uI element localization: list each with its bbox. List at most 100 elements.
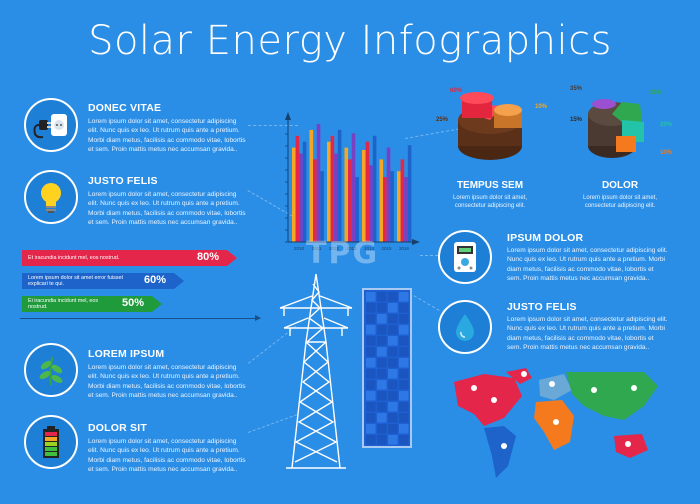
section-title: IPSUM DOLOR <box>507 232 584 244</box>
solar-cell <box>366 347 376 357</box>
solar-cell <box>388 314 398 324</box>
pie-label: 60% <box>450 88 463 94</box>
section-body: Lorem ipsum dolor sit amet, consectetur … <box>507 247 668 283</box>
solar-cell <box>377 347 387 357</box>
solar-cell <box>388 303 398 313</box>
solar-cell <box>377 336 387 346</box>
world-map <box>454 368 658 478</box>
solar-cell <box>388 380 398 390</box>
solar-cell <box>399 347 409 357</box>
solar-cell <box>388 402 398 412</box>
bar <box>327 141 331 242</box>
pie-label: 10% <box>535 104 548 110</box>
solar-cell <box>377 325 387 335</box>
solar-cell <box>377 369 387 379</box>
pie-chart-dolor <box>588 99 644 158</box>
solar-cell <box>399 435 409 445</box>
progress-bar: Lorem ipsum dolor sit amet error fuisset… <box>22 273 184 289</box>
x-tick-label: 2013 <box>346 246 357 251</box>
lightbulb-icon <box>24 170 78 224</box>
pie-label: 10% <box>660 150 673 156</box>
pie-label: 25% <box>436 117 449 123</box>
x-tick-label: 2016 <box>399 246 410 251</box>
solar-cell <box>366 391 376 401</box>
bar <box>355 177 359 242</box>
solar-cell <box>377 303 387 313</box>
solar-cell <box>366 303 376 313</box>
leaf-icon <box>24 343 78 397</box>
solar-cell <box>377 413 387 423</box>
solar-cell <box>399 413 409 423</box>
map-africa <box>534 400 574 450</box>
solar-cell <box>366 369 376 379</box>
solar-cell <box>366 292 376 302</box>
section-body: Lorem ipsum dolor sit amet, consectetur … <box>507 316 668 352</box>
section-body: Lorem ipsum dolor sit amet, consectetur … <box>88 438 246 474</box>
section-body: Lorem ipsum dolor sit amet, consectetur … <box>88 191 246 227</box>
solar-cell <box>388 325 398 335</box>
pie-label: 20% <box>660 122 673 128</box>
solar-cell <box>366 402 376 412</box>
solar-cell <box>377 391 387 401</box>
connector-line <box>420 255 438 256</box>
bar <box>404 177 408 242</box>
battery-icon <box>24 415 78 469</box>
progress-bar-text: Lorem ipsum dolor sit amet error fuisset… <box>28 275 123 287</box>
bar <box>313 159 317 242</box>
solar-cell <box>377 424 387 434</box>
bar <box>330 135 335 242</box>
solar-cell <box>399 303 409 313</box>
solar-cell <box>388 424 398 434</box>
solar-cell <box>399 325 409 335</box>
bar <box>400 159 405 242</box>
pie-body: Lorem ipsum dolor sit amet, consectetur … <box>452 195 528 210</box>
solar-cell <box>399 336 409 346</box>
solar-cell <box>399 424 409 434</box>
bar <box>316 124 321 242</box>
section-body: Lorem ipsum dolor sit amet, consectetur … <box>88 118 246 154</box>
bar <box>309 129 314 242</box>
solar-cell <box>377 292 387 302</box>
section-body: Lorem ipsum dolor sit amet, consectetur … <box>88 364 246 400</box>
solar-cell <box>399 402 409 412</box>
section-title: LOREM IPSUM <box>88 348 165 360</box>
pie-label: 20% <box>650 90 663 96</box>
connector-line <box>248 125 298 126</box>
x-tick-label: 2014 <box>364 246 375 251</box>
solar-cell <box>388 336 398 346</box>
x-axis-arrow-icon <box>412 239 420 245</box>
section-title: JUSTO FELIS <box>507 301 577 313</box>
x-tick-label: 2011 <box>312 246 322 251</box>
solar-cell <box>377 358 387 368</box>
solar-cell <box>388 347 398 357</box>
bar <box>295 135 300 242</box>
x-tick-label: 2012 <box>329 246 340 251</box>
bar <box>320 171 324 242</box>
solar-cell <box>399 314 409 324</box>
plug-icon <box>24 98 78 152</box>
bar <box>365 141 370 242</box>
power-tower-icon <box>279 273 353 469</box>
map-australia <box>614 434 648 458</box>
solar-cell <box>388 358 398 368</box>
bar <box>351 133 356 242</box>
progress-bar-text: Ei iracundia incidunt mel, eos nostrud. <box>28 298 99 310</box>
pie-label: 35% <box>570 86 583 92</box>
solar-cell <box>388 413 398 423</box>
map-south-america <box>484 426 516 478</box>
bar <box>397 171 401 242</box>
pie-title: DOLOR <box>601 180 639 191</box>
bar <box>383 177 387 242</box>
arrow-head-icon <box>255 315 261 321</box>
bar <box>390 171 394 242</box>
progress-bar-percent: 80% <box>196 251 219 263</box>
solar-cell <box>388 391 398 401</box>
map-asia <box>566 372 658 420</box>
solar-cell <box>377 402 387 412</box>
solar-cell <box>377 435 387 445</box>
bar <box>302 141 307 242</box>
pie-title: TEMPUS SEM <box>456 180 524 191</box>
bar <box>299 153 303 242</box>
bar <box>386 147 391 242</box>
solar-cell <box>366 358 376 368</box>
